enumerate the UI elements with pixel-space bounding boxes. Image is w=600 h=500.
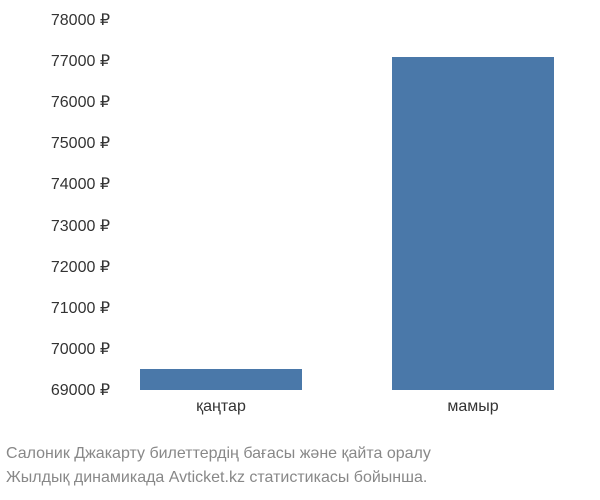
caption-line-1: Салоник Джакарту билеттердің бағасы және… — [6, 442, 431, 466]
y-tick-label: 75000 ₽ — [51, 133, 110, 153]
y-tick-label: 71000 ₽ — [51, 298, 110, 318]
plot-area — [100, 20, 580, 390]
y-tick-label: 70000 ₽ — [51, 339, 110, 359]
y-tick-label: 76000 ₽ — [51, 92, 110, 112]
y-tick-label: 69000 ₽ — [51, 380, 110, 400]
caption: Салоник Джакарту билеттердің бағасы және… — [6, 442, 431, 490]
y-tick-label: 77000 ₽ — [51, 51, 110, 71]
y-tick-label: 73000 ₽ — [51, 216, 110, 236]
x-tick-label: қаңтар — [196, 398, 246, 416]
bar — [140, 369, 302, 390]
y-tick-label: 78000 ₽ — [51, 10, 110, 30]
y-tick-label: 72000 ₽ — [51, 257, 110, 277]
bar — [392, 57, 554, 390]
chart-container: 78000 ₽ 77000 ₽ 76000 ₽ 75000 ₽ 74000 ₽ 73000… — [0, 0, 600, 500]
y-tick-label: 74000 ₽ — [51, 174, 110, 194]
caption-line-2: Жылдық динамикада Avticket.kz статистика… — [6, 466, 431, 490]
x-tick-label: мамыр — [447, 398, 498, 416]
